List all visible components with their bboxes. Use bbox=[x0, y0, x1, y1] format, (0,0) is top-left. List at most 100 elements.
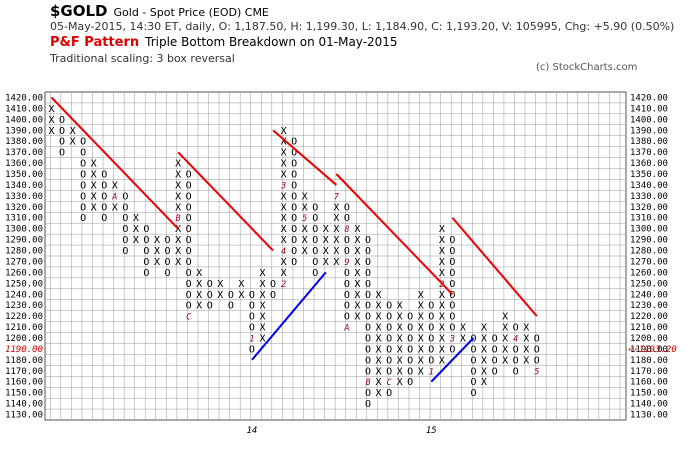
chart-header: $GOLD Gold - Spot Price (EOD) CME 05-May-… bbox=[2, 0, 698, 90]
x-box: X bbox=[418, 366, 424, 377]
o-box: O bbox=[449, 279, 455, 290]
x-box: X bbox=[238, 279, 244, 290]
o-box: O bbox=[59, 137, 65, 148]
o-box: O bbox=[312, 268, 318, 279]
x-box: X bbox=[154, 246, 160, 257]
y-tick-left: 1310.00 bbox=[5, 214, 43, 224]
x-box: X bbox=[91, 191, 97, 202]
instrument-name: Gold - Spot Price (EOD) CME bbox=[113, 6, 269, 19]
y-tick-left: 1180.00 bbox=[5, 356, 43, 366]
o-box: O bbox=[386, 388, 392, 399]
x-box: X bbox=[354, 268, 360, 279]
o-box: O bbox=[143, 235, 149, 246]
o-box: O bbox=[365, 235, 371, 246]
x-box: X bbox=[333, 224, 339, 235]
x-box: X bbox=[302, 191, 308, 202]
o-box: O bbox=[428, 344, 434, 355]
o-box: O bbox=[470, 344, 476, 355]
x-box: X bbox=[502, 355, 508, 366]
y-tick-left: 1170.00 bbox=[5, 367, 43, 377]
month-marker: 2 bbox=[281, 280, 286, 290]
month-marker: 3 bbox=[280, 181, 286, 191]
x-box: X bbox=[502, 334, 508, 345]
x-box: X bbox=[460, 334, 466, 345]
o-box: O bbox=[365, 399, 371, 410]
x-box: X bbox=[133, 224, 139, 235]
x-box: X bbox=[302, 235, 308, 246]
y-tick-left: 1240.00 bbox=[5, 290, 43, 300]
x-box: X bbox=[70, 126, 76, 137]
x-box: X bbox=[481, 344, 487, 355]
y-tick-left: 1140.00 bbox=[5, 400, 43, 410]
x-box: X bbox=[481, 377, 487, 388]
x-box: X bbox=[333, 213, 339, 224]
o-box: O bbox=[365, 290, 371, 301]
o-box: O bbox=[165, 268, 171, 279]
y-tick-left: 1160.00 bbox=[5, 378, 43, 388]
y-tick-left: 1350.00 bbox=[5, 170, 43, 180]
x-box: X bbox=[175, 246, 181, 257]
x-box: X bbox=[354, 290, 360, 301]
o-box: O bbox=[428, 323, 434, 334]
x-box: X bbox=[439, 323, 445, 334]
y-tick-right: 1150.00 bbox=[630, 389, 668, 399]
o-box: O bbox=[122, 202, 128, 213]
x-box: X bbox=[460, 323, 466, 334]
o-box: O bbox=[428, 355, 434, 366]
y-tick-left: 1230.00 bbox=[5, 301, 43, 311]
month-marker: 7 bbox=[334, 192, 340, 202]
x-box: X bbox=[333, 246, 339, 257]
x-box: X bbox=[48, 115, 54, 126]
x-box: X bbox=[354, 246, 360, 257]
y-tick-right: 1360.00 bbox=[630, 159, 668, 169]
o-box: O bbox=[470, 377, 476, 388]
o-box: O bbox=[365, 323, 371, 334]
y-tick-right: 1130.00 bbox=[630, 411, 668, 421]
o-box: O bbox=[165, 235, 171, 246]
x-box: X bbox=[175, 257, 181, 268]
x-box: X bbox=[333, 257, 339, 268]
y-tick-right: 1210.00 bbox=[630, 323, 668, 333]
x-box: X bbox=[281, 202, 287, 213]
o-box: O bbox=[80, 148, 86, 159]
month-marker: 5 bbox=[534, 367, 539, 377]
x-box: X bbox=[502, 323, 508, 334]
scaling-line: Traditional scaling: 3 box reversal bbox=[50, 52, 235, 65]
x-box: X bbox=[354, 235, 360, 246]
o-box: O bbox=[386, 301, 392, 312]
o-box: O bbox=[407, 366, 413, 377]
x-box: X bbox=[217, 279, 223, 290]
x-box: X bbox=[439, 301, 445, 312]
o-box: O bbox=[449, 235, 455, 246]
y-tick-left: 1130.00 bbox=[5, 411, 43, 421]
o-box: O bbox=[312, 213, 318, 224]
x-box: X bbox=[418, 344, 424, 355]
o-box: O bbox=[228, 301, 234, 312]
month-marker: 2 bbox=[439, 280, 444, 290]
month-marker: C bbox=[186, 313, 192, 323]
stats-line: 05-May-2015, 14:30 ET, daily, O: 1,187.5… bbox=[50, 20, 675, 33]
y-tick-right: 1260.00 bbox=[630, 268, 668, 278]
o-box: O bbox=[207, 290, 213, 301]
o-box: O bbox=[344, 213, 350, 224]
o-box: O bbox=[228, 290, 234, 301]
o-box: O bbox=[291, 213, 297, 224]
o-box: O bbox=[186, 257, 192, 268]
x-box: X bbox=[281, 148, 287, 159]
o-box: O bbox=[101, 191, 107, 202]
x-box: X bbox=[439, 334, 445, 345]
x-box: X bbox=[502, 312, 508, 323]
o-box: O bbox=[513, 355, 519, 366]
x-box: X bbox=[523, 344, 529, 355]
month-marker: 5 bbox=[302, 214, 307, 224]
o-box: O bbox=[143, 257, 149, 268]
x-box: X bbox=[354, 257, 360, 268]
y-tick-right: 1340.00 bbox=[630, 181, 668, 191]
y-tick-right: 1250.00 bbox=[630, 279, 668, 289]
o-box: O bbox=[80, 202, 86, 213]
x-box: X bbox=[196, 279, 202, 290]
o-box: O bbox=[513, 323, 519, 334]
x-box: X bbox=[376, 388, 382, 399]
o-box: O bbox=[207, 279, 213, 290]
o-box: O bbox=[143, 246, 149, 257]
